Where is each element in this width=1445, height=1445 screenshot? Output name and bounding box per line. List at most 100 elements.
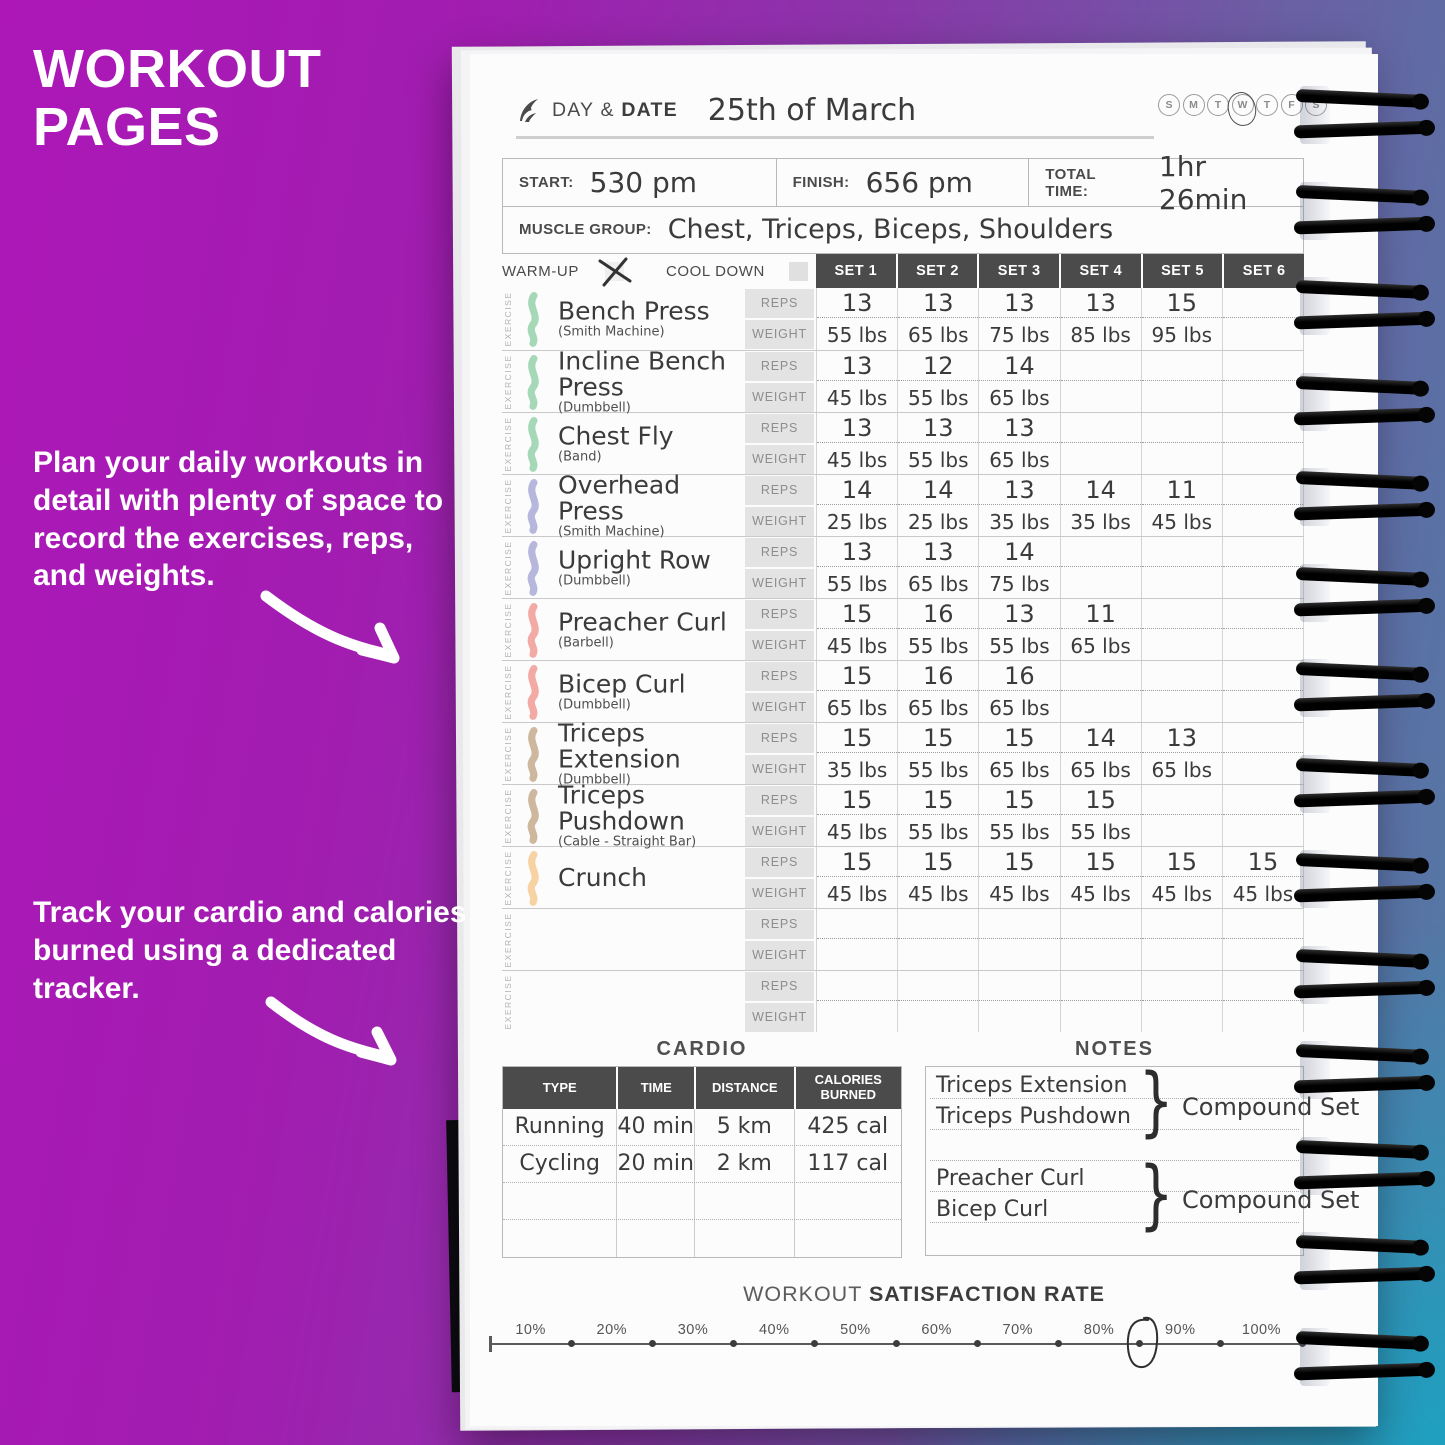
exercise-name: Bicep Curl [558, 668, 686, 698]
exercise-name-cell: EXERCISE [502, 971, 743, 1032]
note-annotation: Compound Set [1182, 1186, 1360, 1214]
reps-label: REPS [745, 847, 814, 877]
weight-value: 45 lbs [826, 820, 888, 844]
weight-value [1061, 567, 1141, 597]
weight-label: WEIGHT [745, 444, 814, 474]
set-cells: 14 25 lbs 14 25 lbs 13 35 lbs 14 35 lbs 11 45 lbs [816, 475, 1304, 536]
warmup-label: WARM-UP [502, 262, 579, 280]
satisfaction-tick-label: 80% [1083, 1322, 1115, 1338]
set-cells: 15 65 lbs 16 65 lbs 16 65 lbs [816, 661, 1304, 722]
muscle-group-row: MUSCLE GROUP: Chest, Triceps, Biceps, Sh… [503, 207, 1303, 252]
set-cell: 16 65 lbs [978, 661, 1060, 722]
reps-value [1141, 413, 1222, 443]
reps-value: 13 [898, 537, 979, 567]
reps-weight-label-column: REPS WEIGHT [743, 413, 816, 474]
exercise-name-cell: EXERCISE Triceps Pushdown (Cable - Straigh… [502, 781, 743, 849]
weekday-circle[interactable]: T [1256, 94, 1278, 116]
satisfaction-dot[interactable] [973, 1340, 981, 1347]
reps-weight-label-column: REPS WEIGHT [743, 971, 816, 1032]
satisfaction-tick-label: 100% [1241, 1322, 1281, 1338]
satisfaction-dot[interactable] [811, 1340, 819, 1347]
set-cell: 16 65 lbs [897, 661, 979, 722]
note-line: Preacher Curl [936, 1166, 1085, 1191]
weight-value [1061, 443, 1141, 473]
set-cell: 15 45 lbs [816, 847, 898, 908]
exercise-name-block: Upright Row (Dumbbell) [558, 544, 711, 588]
weight-value: 55 lbs [826, 323, 888, 347]
cardio-cell: 40 min [616, 1109, 694, 1145]
satisfaction-scale: 10% 20% 30% 40% 50% 60% 70% 80% 90% 100% [490, 1316, 1306, 1369]
reps-value [1222, 475, 1304, 505]
exercise-row: EXERCISE Preacher Curl (Barbell) REPS WEIGHT… [502, 598, 1304, 660]
exercise-name: Upright Row [558, 544, 711, 574]
cooldown-checkbox[interactable] [788, 261, 808, 281]
set-cell: 11 65 lbs [1059, 599, 1141, 660]
spiral-binding-coil [1293, 468, 1442, 526]
curly-brace: } [1138, 1149, 1174, 1238]
weight-value [1223, 443, 1303, 473]
weekday-circle[interactable]: T [1207, 94, 1229, 116]
weekday-circle[interactable]: M [1182, 94, 1205, 116]
weight-value [1223, 939, 1303, 969]
reps-value: 16 [898, 599, 979, 629]
weight-value: 65 lbs [908, 572, 969, 596]
set-cell: 11 45 lbs [1140, 475, 1222, 536]
weight-value [1061, 1001, 1141, 1031]
set-cell [897, 971, 979, 1032]
reps-label: REPS [745, 661, 814, 691]
satisfaction-dot[interactable] [892, 1340, 900, 1347]
reps-value: 15 [817, 847, 898, 877]
notes-guide-line [930, 1191, 1299, 1192]
satisfaction-dot[interactable] [648, 1340, 656, 1347]
promo-paragraph-2: Track your cardio and calories burned us… [33, 896, 467, 1005]
set-cell [816, 971, 898, 1032]
set-header: SET 3 [977, 254, 1060, 288]
set-cell: 13 65 lbs [1140, 723, 1222, 784]
note-line: Triceps Pushdown [936, 1104, 1132, 1129]
weight-value: 85 lbs [1070, 323, 1131, 347]
weight-value: 45 lbs [826, 882, 888, 906]
satisfaction-dot[interactable] [1217, 1340, 1225, 1347]
total-time-cell: TOTAL TIME: 1hr 26min [1029, 150, 1303, 216]
weight-value: 55 lbs [989, 820, 1050, 844]
set-cell [1221, 537, 1304, 598]
weight-value: 65 lbs [1070, 634, 1131, 658]
set-cells: 15 45 lbs 16 55 lbs 13 55 lbs 11 65 lbs [816, 599, 1304, 660]
set-cell [816, 909, 898, 970]
reps-value: 15 [817, 723, 898, 753]
weight-value [1142, 939, 1222, 969]
weekday-circle[interactable]: W [1225, 89, 1259, 129]
reps-value [1222, 785, 1304, 815]
set-cells: 15 35 lbs 15 55 lbs 15 65 lbs 14 65 lbs 13 65 lbs [816, 723, 1304, 784]
exercise-equipment: (Smith Machine) [558, 524, 665, 540]
reps-weight-label-column: REPS WEIGHT [743, 661, 816, 722]
weight-value: 35 lbs [826, 758, 888, 782]
muscle-group-label: MUSCLE GROUP: [519, 221, 652, 238]
reps-value: 14 [1060, 723, 1141, 753]
satisfaction-segment: 100% [1221, 1320, 1306, 1366]
set-cell [978, 971, 1060, 1032]
satisfaction-segment: 20% [571, 1320, 656, 1366]
weight-value: 45 lbs [1151, 510, 1213, 534]
weekday-circle[interactable]: F [1280, 94, 1303, 116]
satisfaction-dot[interactable] [1054, 1340, 1062, 1347]
reps-value [1222, 413, 1304, 443]
spiral-binding-coil [1293, 181, 1442, 240]
weight-label: WEIGHT [745, 630, 814, 660]
reps-weight-label-column: REPS WEIGHT [743, 723, 816, 784]
satisfaction-dot[interactable] [567, 1340, 575, 1347]
set-cell [1221, 661, 1304, 722]
cardio-table: TYPE TIME DISTANCE CALORIES BURNED Running 4… [502, 1066, 902, 1258]
satisfaction-dot[interactable] [1136, 1340, 1144, 1347]
set-cell: 15 45 lbs [1059, 847, 1141, 908]
weight-value [1142, 381, 1222, 411]
exercise-row: EXERCISE Triceps Extension (Dumbbell) REPS W… [502, 719, 1304, 787]
reps-value: 15 [1141, 288, 1222, 318]
weekday-circle[interactable]: S [1158, 94, 1180, 116]
satisfaction-circle-mark [1126, 1316, 1158, 1369]
spiral-binding-coil [1293, 659, 1442, 717]
cardio-cell [503, 1220, 616, 1257]
satisfaction-dot[interactable] [730, 1340, 738, 1347]
set-cell [1221, 288, 1304, 350]
warmup-checkbox[interactable] [598, 257, 632, 286]
